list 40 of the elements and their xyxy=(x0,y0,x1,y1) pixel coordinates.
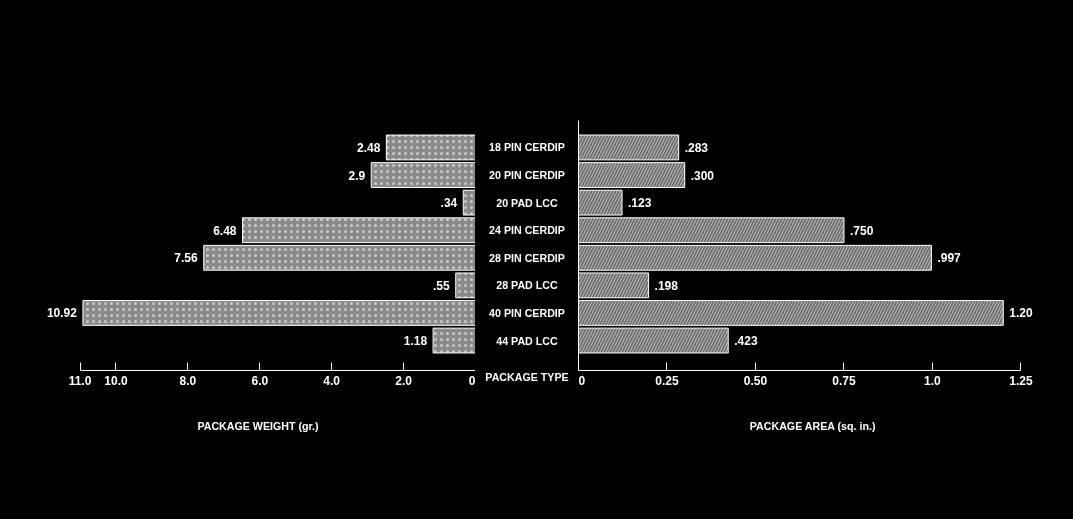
y-tick-label: 20 PIN CERDIP xyxy=(489,169,565,182)
x-tick-label: 8.0 xyxy=(179,373,197,388)
y-tick-label: 20 PAD LCC xyxy=(496,196,558,209)
data-label: 10.92 xyxy=(46,306,78,321)
y-tick-label: 40 PIN CERDIP xyxy=(489,306,565,319)
data-label: .283 xyxy=(684,140,709,155)
x-tick-label: 11.0 xyxy=(68,373,92,388)
data-label: 7.56 xyxy=(174,251,199,266)
data-label: .750 xyxy=(849,223,874,238)
data-label: 6.48 xyxy=(213,223,237,238)
data-label: 2.48 xyxy=(356,140,381,155)
data-label: 1.20 xyxy=(1009,306,1033,321)
data-label: .423 xyxy=(734,334,758,349)
x-tick-label: 2.0 xyxy=(395,373,413,388)
x-tick-label: 1.25 xyxy=(1009,373,1033,388)
x-tick-label: 0 xyxy=(468,373,476,388)
data-label: 1.18 xyxy=(403,334,428,349)
x-tick-label: 0.25 xyxy=(655,373,679,388)
data-label: .997 xyxy=(937,251,962,266)
data-label: .34 xyxy=(440,196,458,211)
x-axis-title: PACKAGE AREA (sq. in.) xyxy=(749,419,876,432)
x-tick-label: 6.0 xyxy=(251,373,269,388)
data-label: 2.9 xyxy=(348,168,366,183)
data-label: .55 xyxy=(433,278,451,293)
x-tick-label: 4.0 xyxy=(323,373,341,388)
data-label: .198 xyxy=(654,278,679,293)
data-label: .300 xyxy=(690,168,715,183)
x-tick-label: 1.0 xyxy=(924,373,942,388)
x-tick-label: 0.50 xyxy=(743,373,768,388)
x-tick-label: 0.75 xyxy=(832,373,856,388)
y-tick-label: 18 PIN CERDIP xyxy=(489,141,565,154)
y-tick-label: 28 PIN CERDIP xyxy=(489,251,565,264)
x-tick-label: 10.0 xyxy=(104,373,128,388)
x-axis-title: PACKAGE WEIGHT (gr.) xyxy=(197,419,320,432)
y-axis-title: PACKAGE TYPE xyxy=(485,370,569,383)
data-label: .123 xyxy=(628,196,652,211)
x-tick-label: 0 xyxy=(578,373,586,388)
y-tick-label: 44 PAD LCC xyxy=(496,334,558,347)
y-tick-label: 24 PIN CERDIP xyxy=(489,224,565,237)
y-tick-label: 28 PAD LCC xyxy=(496,279,558,292)
